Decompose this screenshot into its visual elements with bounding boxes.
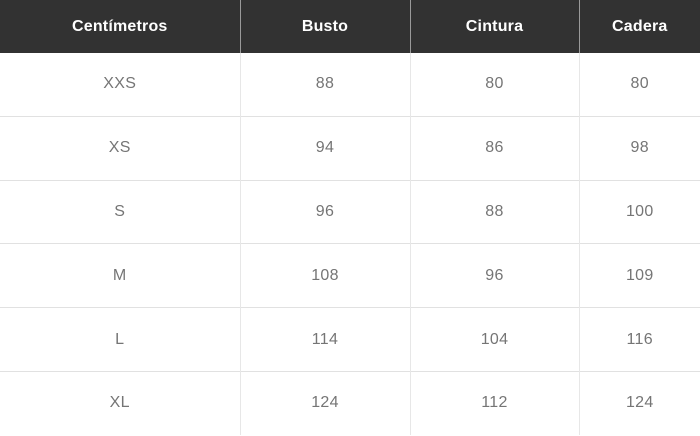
header-cell-busto: Busto	[239, 0, 410, 53]
busto-value-cell: 114	[239, 307, 410, 372]
busto-value-cell: 96	[239, 179, 410, 244]
table-row: XS 94 86 98	[0, 115, 700, 181]
header-row: Centímetros Busto Cintura Cadera	[0, 0, 700, 53]
table-row: S 96 88 100	[0, 179, 700, 244]
size-label-cell: XXS	[0, 53, 240, 117]
size-label-cell: L	[0, 307, 240, 372]
busto-value-cell: 88	[239, 53, 410, 117]
table-row: M 108 96 109	[0, 243, 700, 308]
cadera-value-cell: 80	[578, 53, 700, 117]
table-row: XXS 88 80 80	[0, 53, 700, 117]
busto-value-cell: 124	[239, 370, 410, 435]
cintura-value-cell: 104	[409, 307, 579, 372]
busto-value-cell: 108	[239, 243, 410, 308]
size-label-cell: M	[0, 243, 240, 308]
cadera-value-cell: 124	[578, 370, 700, 435]
size-chart-body: XXS 88 80 80 XS 94 86 98 S 96 88 100 M 1…	[0, 53, 700, 435]
header-cell-cintura: Cintura	[409, 0, 579, 53]
cadera-value-cell: 98	[578, 115, 700, 181]
cintura-value-cell: 112	[409, 370, 579, 435]
size-chart-header: Centímetros Busto Cintura Cadera	[0, 0, 700, 53]
size-label-cell: XS	[0, 115, 240, 181]
cintura-value-cell: 96	[409, 243, 579, 308]
size-label-cell: XL	[0, 370, 240, 435]
cadera-value-cell: 100	[578, 179, 700, 244]
cintura-value-cell: 88	[409, 179, 579, 244]
header-cell-cadera: Cadera	[578, 0, 700, 53]
cadera-value-cell: 116	[578, 307, 700, 372]
table-row: XL 124 112 124	[0, 370, 700, 435]
cadera-value-cell: 109	[578, 243, 700, 308]
cintura-value-cell: 80	[409, 53, 579, 117]
busto-value-cell: 94	[239, 115, 410, 181]
cintura-value-cell: 86	[409, 115, 579, 181]
header-cell-centimetros: Centímetros	[0, 0, 240, 53]
size-label-cell: S	[0, 179, 240, 244]
table-row: L 114 104 116	[0, 307, 700, 372]
